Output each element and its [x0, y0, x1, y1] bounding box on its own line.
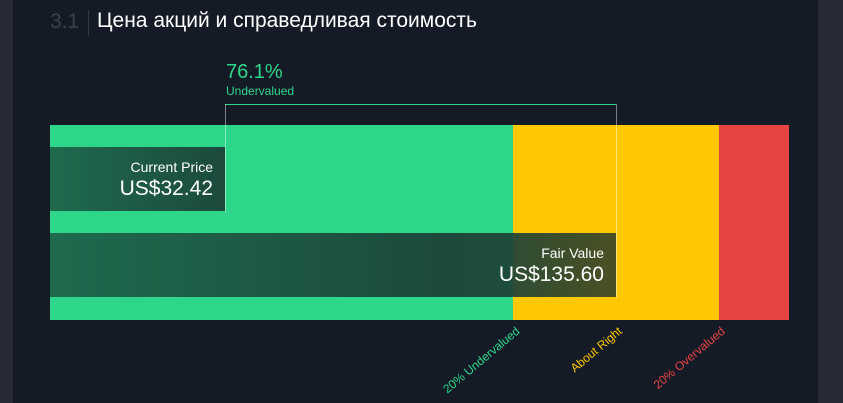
zone-overvalued [719, 125, 789, 320]
fair-value-label: Fair Value [541, 245, 604, 261]
bracket-line [225, 104, 616, 105]
section-number: 3.1 [50, 10, 80, 33]
bracket-left [225, 104, 226, 212]
current-price-value: US$32.42 [119, 177, 213, 200]
valuation-percent: 76.1% [226, 61, 283, 83]
section-title: Цена акций и справедливая стоимость [97, 9, 477, 32]
fair-value-value: US$135.60 [498, 263, 604, 286]
valuation-status: Undervalued [226, 84, 295, 98]
current-price-label: Current Price [130, 159, 213, 175]
divider [88, 10, 89, 36]
current-price-bar: Current Price US$32.42 [50, 147, 225, 211]
fair-value-bar: Fair Value US$135.60 [50, 233, 616, 297]
bracket-right [616, 104, 617, 298]
